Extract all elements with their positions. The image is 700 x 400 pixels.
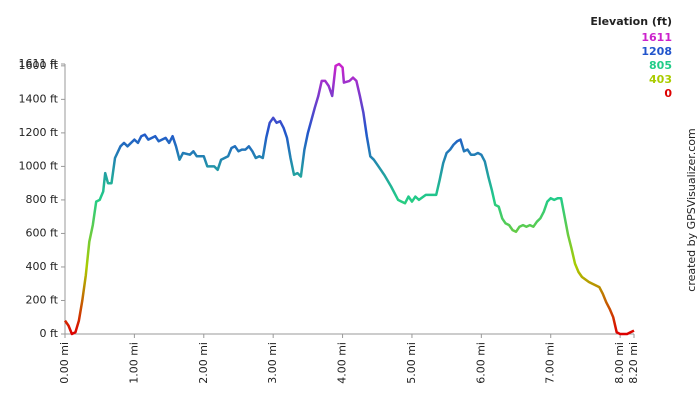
legend-value: 403 [649, 73, 672, 86]
y-tick-label: 0 ft [40, 327, 59, 340]
x-tick-label: 2.00 mi [197, 342, 210, 384]
y-tick-label: 400 ft [26, 260, 59, 273]
x-tick-label: 8.20 mi [627, 342, 640, 384]
y-tick-label: 800 ft [26, 193, 59, 206]
x-tick-label: 3.00 mi [266, 342, 279, 384]
legend-value: 1611 [641, 31, 672, 44]
x-tick-label: 7.00 mi [544, 342, 557, 384]
y-tick-label: 1611 ft [19, 57, 59, 70]
y-tick-label: 1000 ft [19, 159, 59, 172]
legend-title: Elevation (ft) [590, 15, 672, 28]
x-tick-label: 5.00 mi [405, 342, 418, 384]
y-tick-label: 1400 ft [19, 92, 59, 105]
y-tick-label: 200 ft [26, 293, 59, 306]
x-tick-label: 0.00 mi [58, 342, 71, 384]
y-tick-label: 1200 ft [19, 126, 59, 139]
x-tick-label: 1.00 mi [127, 342, 140, 384]
elevation-line [63, 62, 635, 336]
y-tick-label: 600 ft [26, 226, 59, 239]
x-tick-label: 6.00 mi [474, 342, 487, 384]
y-tick-label: 1600 ft [19, 59, 59, 72]
x-tick-label: 4.00 mi [336, 342, 349, 384]
credit: created by GPSVisualizer.com [685, 128, 698, 291]
legend-value: 805 [649, 59, 672, 72]
legend-value: 0 [664, 87, 672, 100]
x-tick-label: 8.00 mi [613, 342, 626, 384]
legend-value: 1208 [641, 45, 672, 58]
